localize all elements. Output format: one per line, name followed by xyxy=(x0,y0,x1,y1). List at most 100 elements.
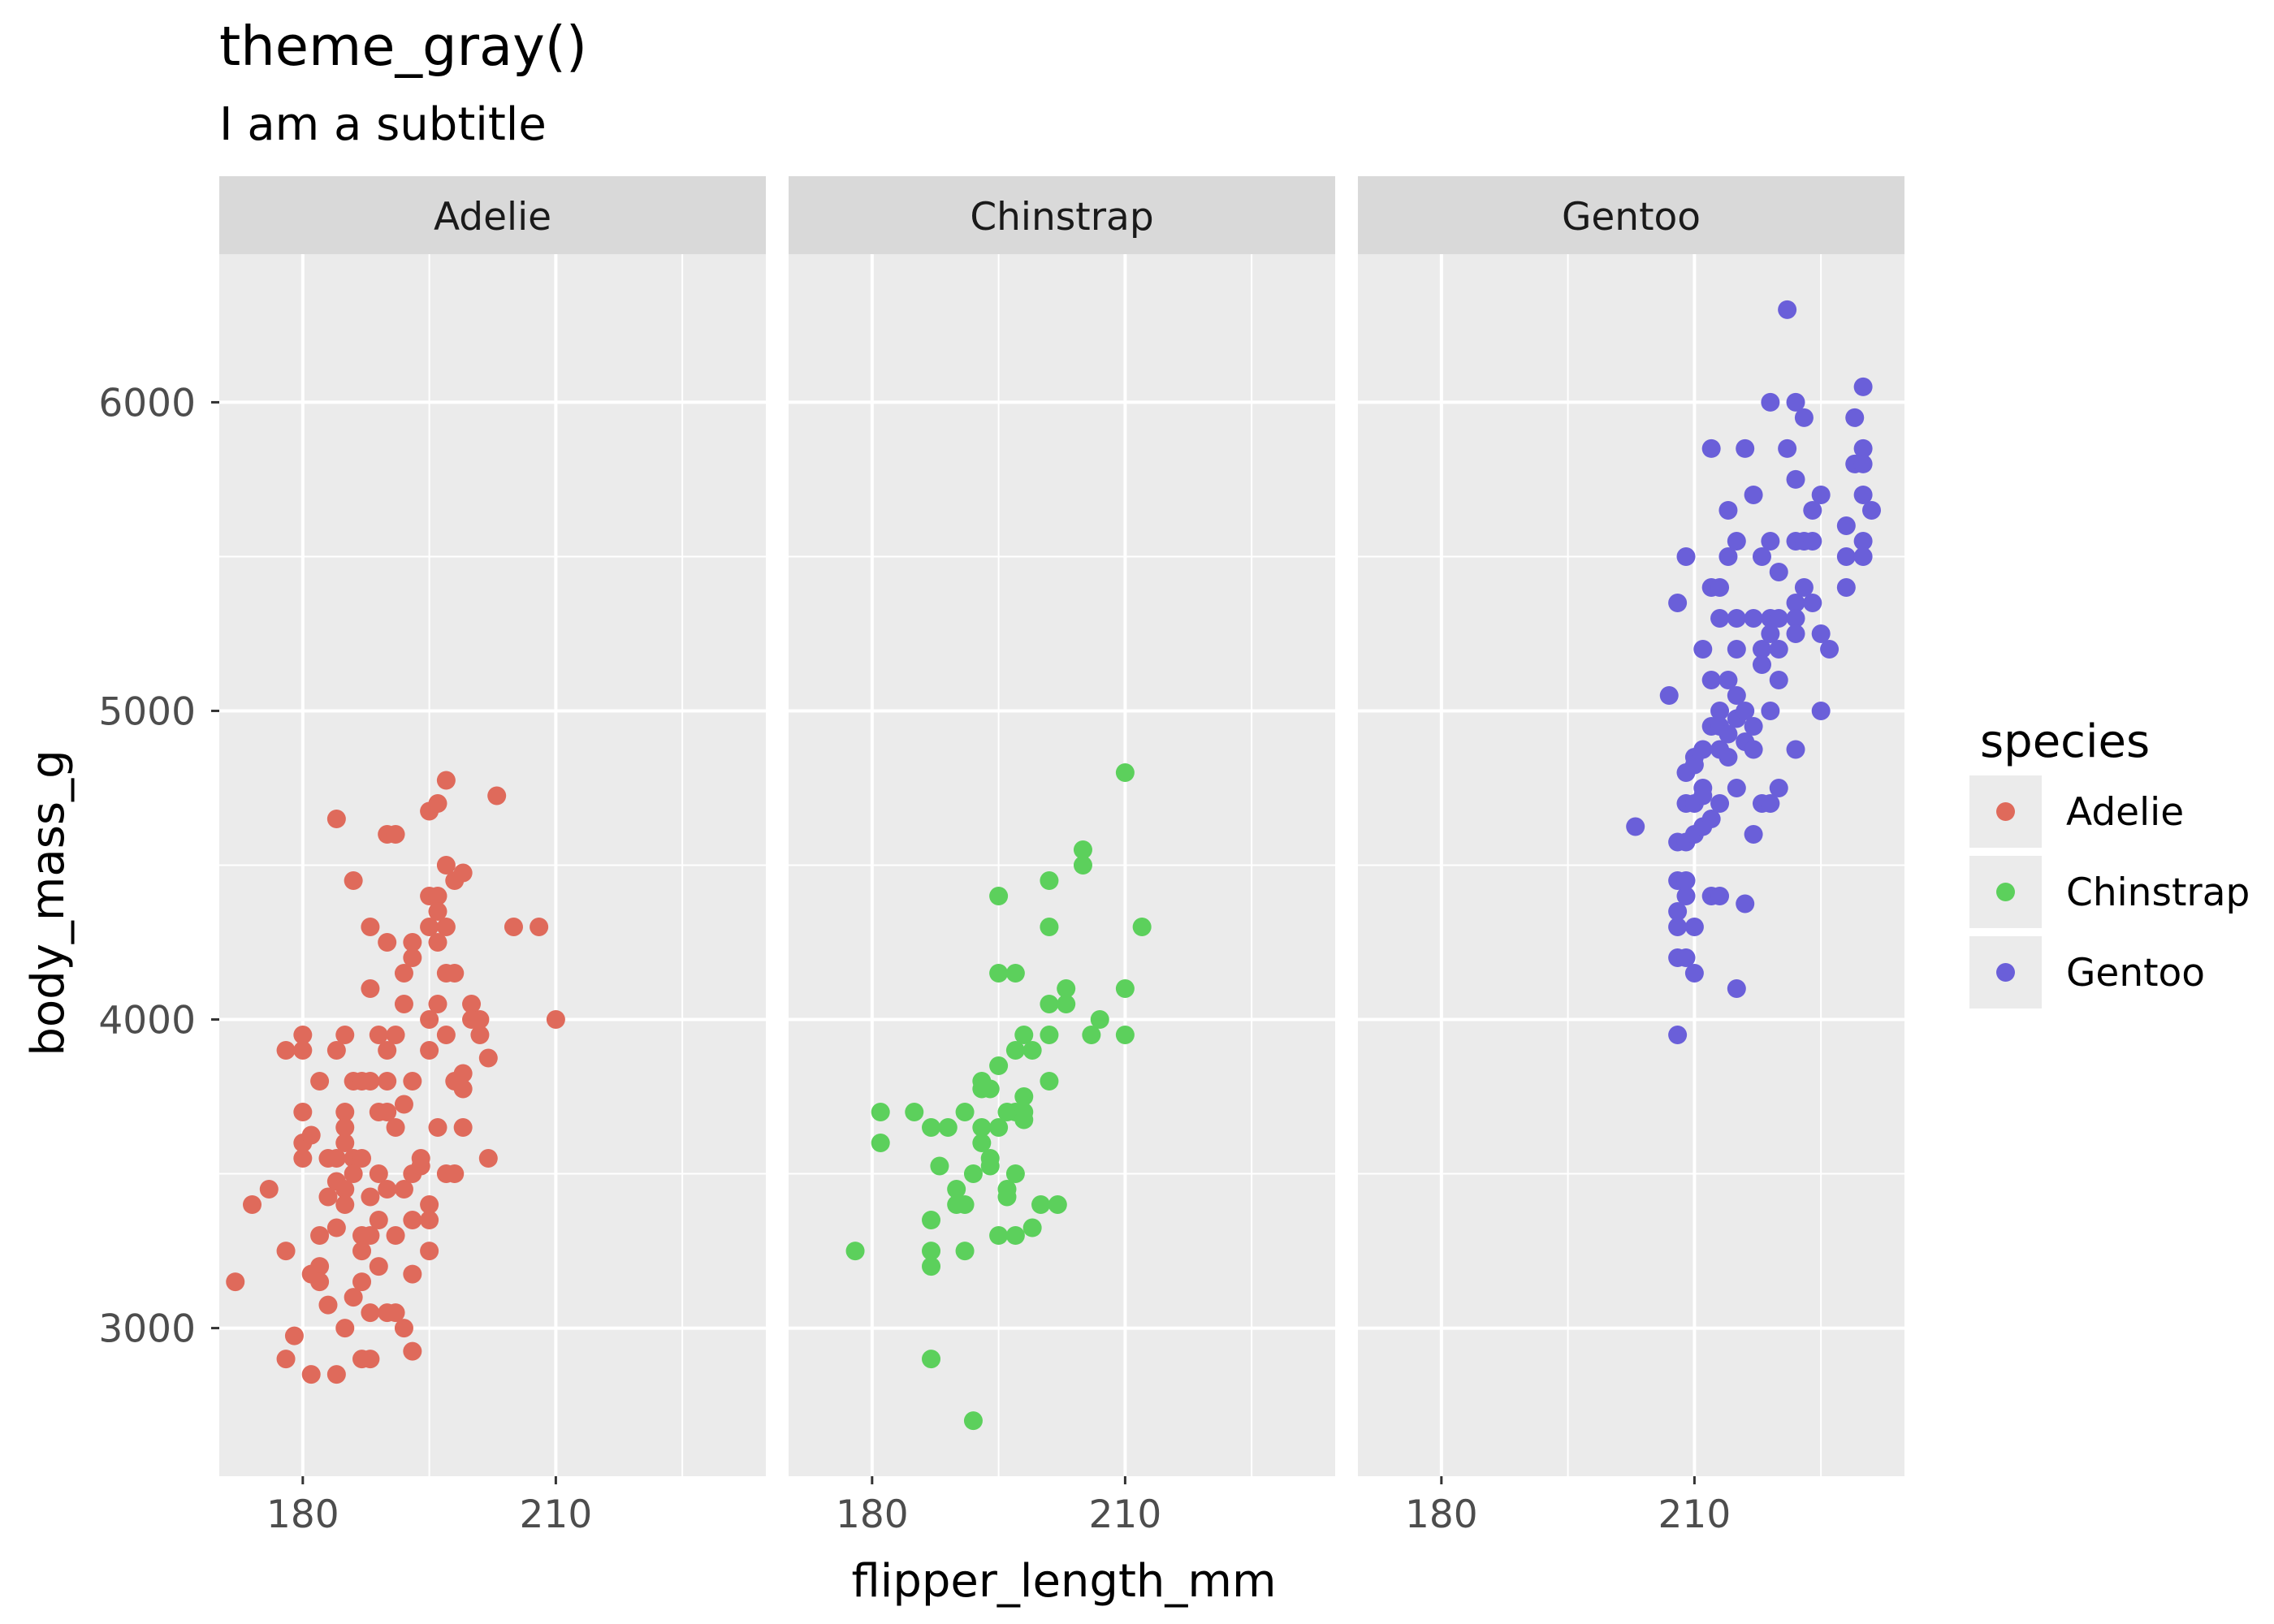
data-point-adelie xyxy=(301,1365,321,1384)
data-point-adelie xyxy=(394,1095,413,1114)
data-point-chinstrap xyxy=(922,1350,941,1369)
data-point-chinstrap xyxy=(963,1164,983,1184)
data-point-adelie xyxy=(276,1041,296,1060)
data-point-adelie xyxy=(335,1118,355,1138)
data-point-gentoo xyxy=(1853,454,1873,473)
data-point-gentoo xyxy=(1684,755,1704,775)
data-point-chinstrap xyxy=(989,1118,1009,1138)
data-point-chinstrap xyxy=(871,1134,890,1153)
facet-panels: Adelie 180 210 Chinstrap 180 210 Gentoo 180 210 xyxy=(219,176,1904,1537)
data-point-gentoo xyxy=(1853,546,1873,566)
data-point-gentoo xyxy=(1786,469,1805,489)
x-tick-label: 210 xyxy=(1658,1492,1731,1537)
data-point-gentoo xyxy=(1659,685,1679,705)
data-point-adelie xyxy=(326,1365,346,1384)
data-point-adelie xyxy=(378,933,397,952)
data-point-chinstrap xyxy=(1005,1226,1025,1246)
data-point-adelie xyxy=(403,948,422,968)
data-point-adelie xyxy=(420,1211,439,1230)
data-point-gentoo xyxy=(1836,577,1856,597)
data-point-gentoo xyxy=(1786,593,1805,612)
data-point-adelie xyxy=(403,1072,422,1091)
facet-strip xyxy=(219,176,766,254)
data-point-gentoo xyxy=(1718,546,1738,566)
legend-label-gentoo: Gentoo xyxy=(2066,951,2205,996)
data-point-chinstrap xyxy=(1005,1041,1025,1060)
data-point-gentoo xyxy=(1853,485,1873,504)
data-point-gentoo xyxy=(1769,562,1788,581)
data-point-adelie xyxy=(243,1195,262,1215)
y-axis-title: body_mass_g xyxy=(22,749,75,1056)
data-point-adelie xyxy=(335,1180,355,1199)
data-point-chinstrap xyxy=(938,1118,958,1138)
data-point-adelie xyxy=(394,964,413,983)
data-point-gentoo xyxy=(1752,639,1771,659)
data-point-gentoo xyxy=(1676,887,1696,906)
data-point-gentoo xyxy=(1727,685,1746,705)
data-point-gentoo xyxy=(1676,871,1696,891)
data-point-adelie xyxy=(470,1010,490,1030)
data-point-gentoo xyxy=(1676,546,1696,566)
data-point-gentoo xyxy=(1769,778,1788,797)
data-point-gentoo xyxy=(1684,918,1704,937)
y-tick-label: 6000 xyxy=(98,381,196,425)
data-point-chinstrap xyxy=(922,1257,941,1276)
data-point-adelie xyxy=(293,1041,313,1060)
data-point-adelie xyxy=(226,1272,245,1292)
data-point-gentoo xyxy=(1811,624,1831,643)
data-point-gentoo xyxy=(1803,500,1822,520)
data-point-gentoo xyxy=(1744,716,1763,736)
data-point-chinstrap xyxy=(972,1118,992,1138)
legend: species Adelie Chinstrap Gentoo xyxy=(1969,715,2250,1009)
y-tick-label: 4000 xyxy=(98,999,196,1043)
data-point-gentoo xyxy=(1736,894,1755,914)
data-point-gentoo xyxy=(1701,809,1721,828)
data-point-chinstrap xyxy=(1082,1026,1101,1045)
data-point-adelie xyxy=(436,771,456,790)
data-point-adelie xyxy=(403,1264,422,1284)
data-point-adelie xyxy=(361,979,380,999)
data-point-gentoo xyxy=(1794,577,1814,597)
data-point-gentoo xyxy=(1676,948,1696,968)
data-point-gentoo xyxy=(1668,902,1688,922)
data-point-chinstrap xyxy=(871,1103,890,1122)
data-point-gentoo xyxy=(1710,793,1730,813)
data-point-adelie xyxy=(378,1041,397,1060)
data-point-gentoo xyxy=(1736,701,1755,720)
data-point-gentoo xyxy=(1718,724,1738,744)
data-point-adelie xyxy=(445,964,465,983)
y-axis: 3000 4000 5000 6000 xyxy=(98,381,219,1352)
y-tick-label: 3000 xyxy=(98,1307,196,1352)
data-point-gentoo xyxy=(1752,654,1771,674)
x-tick-label: 210 xyxy=(1089,1492,1162,1537)
data-point-adelie xyxy=(420,1242,439,1261)
data-point-chinstrap xyxy=(922,1242,941,1261)
data-point-adelie xyxy=(369,1257,388,1276)
data-point-gentoo xyxy=(1786,608,1805,628)
x-tick-label: 180 xyxy=(1405,1492,1478,1537)
data-point-adelie xyxy=(335,1103,355,1122)
data-point-gentoo xyxy=(1744,608,1763,628)
data-point-adelie xyxy=(403,1211,422,1230)
data-point-adelie xyxy=(361,1303,380,1323)
data-point-gentoo xyxy=(1786,740,1805,759)
data-point-adelie xyxy=(428,995,447,1014)
data-point-gentoo xyxy=(1727,979,1746,999)
data-point-adelie xyxy=(504,918,523,937)
data-point-gentoo xyxy=(1668,1026,1688,1045)
data-point-gentoo xyxy=(1794,408,1814,427)
data-point-chinstrap xyxy=(1005,964,1025,983)
data-point-gentoo xyxy=(1761,392,1780,412)
data-point-adelie xyxy=(326,1149,346,1168)
data-point-gentoo xyxy=(1853,438,1873,458)
data-point-adelie xyxy=(386,1026,405,1045)
data-point-adelie xyxy=(293,1103,313,1122)
data-point-gentoo xyxy=(1778,300,1797,319)
data-point-adelie xyxy=(352,1272,372,1292)
data-point-chinstrap xyxy=(1022,1218,1042,1237)
data-point-adelie xyxy=(478,1048,498,1068)
data-point-chinstrap xyxy=(1040,918,1059,937)
data-point-adelie xyxy=(378,1072,397,1091)
data-point-chinstrap xyxy=(922,1118,941,1138)
facet-strip-label: Adelie xyxy=(434,195,551,240)
